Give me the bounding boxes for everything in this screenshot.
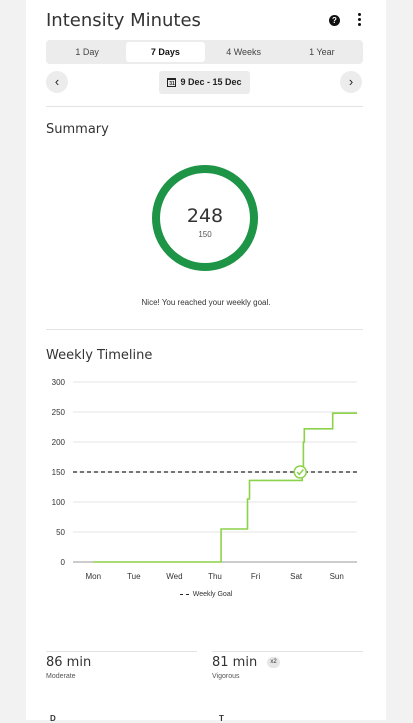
summary-title: Summary	[46, 122, 109, 137]
goal-reached-marker	[293, 465, 307, 479]
partially-visible-label: D	[50, 714, 56, 723]
y-tick-label: 50	[56, 528, 65, 537]
total-minutes-value: 248	[186, 205, 224, 227]
divider	[46, 651, 197, 652]
x-tick-label: Sat	[290, 572, 303, 581]
chevron-left-icon: ‹	[54, 74, 60, 89]
x-tick-label: Tue	[127, 572, 141, 581]
y-tick-label: 150	[52, 468, 66, 477]
more-vertical-icon[interactable]	[353, 12, 365, 28]
partially-visible-label: T	[219, 714, 224, 723]
x-tick-label: Fri	[251, 572, 261, 581]
x-tick-label: Sun	[330, 572, 344, 581]
ring-progress-arc	[152, 165, 258, 271]
calendar-icon: 31	[167, 78, 177, 87]
vigorous-label: Vigorous	[212, 673, 240, 680]
moderate-value: 86 min	[46, 655, 92, 670]
divider	[212, 651, 363, 652]
divider	[46, 106, 363, 107]
weekly-timeline-title: Weekly Timeline	[46, 348, 153, 363]
goal-message: Nice! You reached your weekly goal.	[141, 298, 271, 307]
y-tick-label: 200	[52, 438, 66, 447]
date-range-button[interactable]: 31 9 Dec - 15 Dec	[159, 71, 250, 94]
y-tick-label: 0	[61, 558, 66, 567]
y-tick-label: 300	[52, 378, 66, 387]
help-icon[interactable]: ?	[329, 15, 340, 26]
y-tick-label: 250	[52, 408, 66, 417]
tab-1-year[interactable]: 1 Year	[309, 47, 335, 57]
intensity-progress-ring	[152, 165, 258, 271]
chart-legend: Weekly Goal	[26, 591, 386, 598]
vigorous-multiplier-badge: x2	[267, 657, 280, 668]
legend-dash-icon	[179, 594, 189, 595]
date-range-label: 9 Dec - 15 Dec	[180, 77, 242, 87]
next-period-button[interactable]: ›	[340, 71, 362, 93]
divider	[46, 329, 363, 330]
intensity-minutes-card: Intensity Minutes ? 1 Day 7 Days 4 Weeks…	[26, 0, 386, 723]
x-tick-label: Wed	[166, 572, 182, 581]
tab-1-day[interactable]: 1 Day	[75, 47, 99, 57]
x-tick-label: Mon	[86, 572, 102, 581]
x-tick-label: Thu	[208, 572, 222, 581]
vigorous-value: 81 min	[212, 655, 258, 670]
legend-label-weekly-goal: Weekly Goal	[192, 591, 233, 598]
period-tabs: 1 Day 7 Days 4 Weeks 1 Year	[46, 40, 363, 64]
y-tick-label: 100	[52, 498, 66, 507]
chevron-right-icon: ›	[348, 74, 354, 89]
intensity-minutes-line	[93, 412, 357, 563]
weekly-timeline-chart: 300 250 200 150 100 50 0 Mon Tue Wed Thu Fri Sat Sun	[52, 378, 357, 581]
previous-period-button[interactable]: ‹	[46, 71, 68, 93]
goal-minutes-value: 150	[198, 230, 212, 239]
tab-7-days[interactable]: 7 Days	[126, 42, 205, 62]
moderate-label: Moderate	[46, 673, 76, 680]
page-title: Intensity Minutes	[46, 10, 201, 31]
tab-4-weeks[interactable]: 4 Weeks	[226, 47, 262, 57]
checkmark-icon	[296, 469, 304, 476]
